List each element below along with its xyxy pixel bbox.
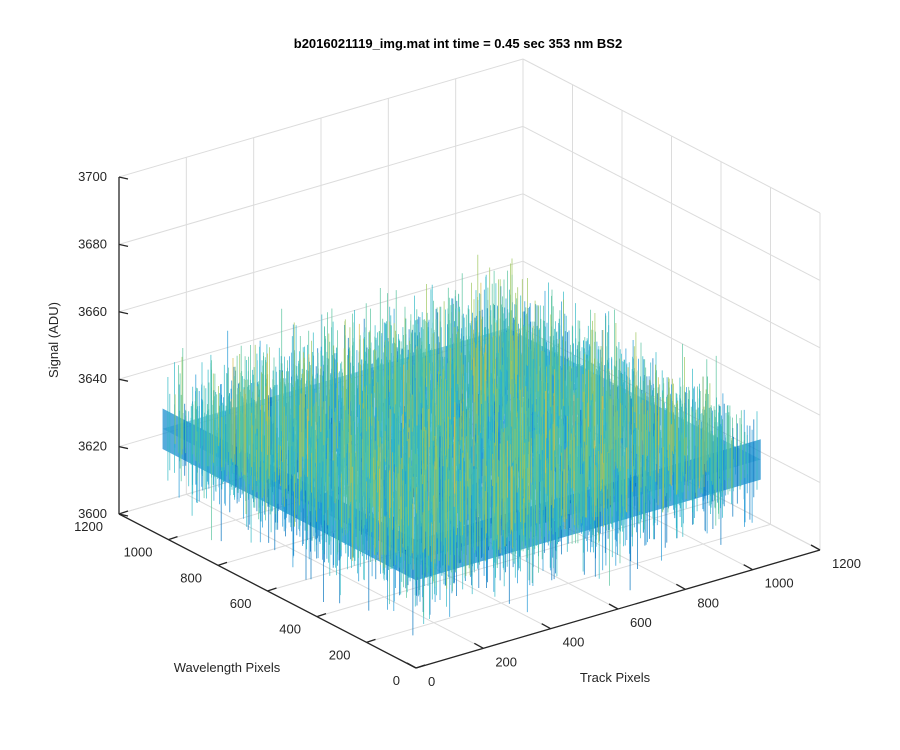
- y-tick-mark: [217, 561, 228, 566]
- z-tick-label: 3620: [78, 439, 107, 454]
- surface-spikes-3: [178, 270, 746, 617]
- x-tick-label: 1000: [765, 576, 794, 591]
- surface-spikes-5: [232, 282, 700, 561]
- y-tick-mark: [316, 613, 327, 618]
- z-tick-mark: [118, 243, 129, 248]
- grid-line: [366, 523, 771, 643]
- y-tick-label: 200: [329, 647, 351, 662]
- y-tick-mark: [168, 536, 178, 541]
- z-tick-label: 3600: [78, 506, 107, 521]
- z-tick-mark: [118, 311, 129, 315]
- y-tick-mark: [118, 510, 129, 515]
- y-tick-label: 400: [279, 622, 301, 637]
- chart-title: b2016021119_img.mat int time = 0.45 sec …: [294, 36, 622, 51]
- x-axis-label: Track Pixels: [580, 670, 651, 685]
- x-tick-label: 600: [630, 615, 652, 630]
- x-tick-label: 800: [697, 595, 719, 610]
- y-tick-label: 600: [230, 596, 252, 611]
- x-tick-label: 200: [495, 654, 517, 669]
- y-tick-label: 1200: [74, 519, 103, 534]
- x-tick-mark: [743, 564, 753, 571]
- z-tick-mark: [118, 378, 129, 382]
- y-tick-label: 0: [393, 673, 400, 688]
- x-tick-mark: [474, 642, 484, 649]
- y-axis-label: Wavelength Pixels: [174, 660, 281, 675]
- z-tick-mark: [118, 513, 129, 517]
- z-axis-label: Signal (ADU): [46, 302, 61, 378]
- x-tick-label: 0: [428, 674, 435, 689]
- z-tick-label: 3660: [78, 304, 107, 319]
- x-tick-label: 1200: [832, 556, 861, 571]
- x-tick-mark: [541, 623, 551, 630]
- z-tick-label: 3680: [78, 236, 107, 251]
- y-tick-mark: [366, 638, 376, 643]
- y-tick-mark: [415, 664, 426, 669]
- x-tick-mark: [608, 603, 619, 610]
- z-tick-mark: [118, 445, 129, 450]
- y-tick-label: 800: [180, 570, 202, 585]
- x-tick-mark: [810, 544, 821, 551]
- x-tick-mark: [676, 583, 686, 590]
- y-tick-mark: [267, 587, 277, 592]
- z-tick-label: 3700: [78, 169, 107, 184]
- x-tick-label: 400: [563, 635, 585, 650]
- surface-layer: [162, 254, 761, 636]
- z-tick-mark: [118, 176, 129, 180]
- z-tick-label: 3640: [78, 371, 107, 386]
- x-tick-mark: [406, 662, 417, 669]
- y-tick-label: 1000: [124, 545, 153, 560]
- ticks-layer: 3600 3620 3640 3660 3680 3700 0 200 400 600 800 100…: [74, 169, 861, 689]
